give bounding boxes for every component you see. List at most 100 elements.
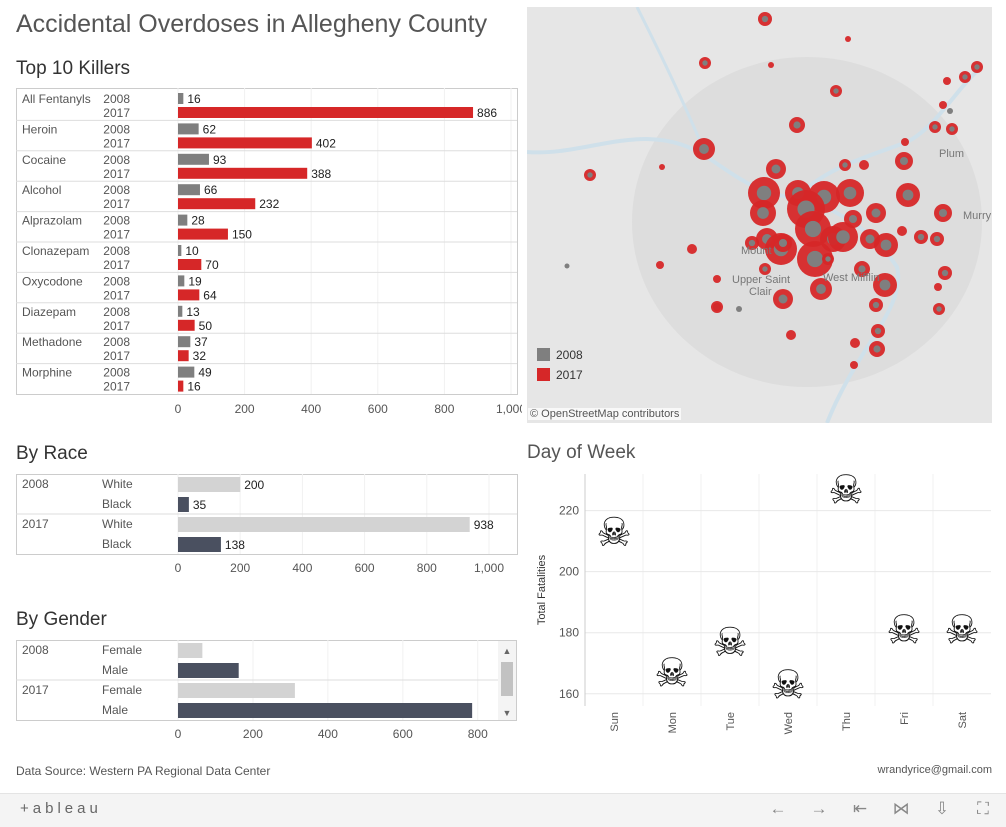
- top10-category-label: Cocaine: [22, 153, 66, 167]
- gender-row-label: Female: [102, 643, 142, 657]
- top10-year-label: 2017: [103, 349, 130, 363]
- map-point-2008: [936, 306, 942, 312]
- race-tick-label: 600: [355, 561, 375, 575]
- map-point-2008: [699, 144, 709, 154]
- gender-tick-label: 600: [393, 727, 413, 741]
- top10-year-label: 2017: [103, 136, 130, 150]
- top10-year-label: 2008: [103, 366, 130, 380]
- map-point-2008: [836, 230, 850, 244]
- top10-category-label: Morphine: [22, 366, 72, 380]
- top10-value-label: 70: [205, 258, 219, 272]
- map-point-2008: [756, 185, 772, 201]
- dow-skull-marker: ☠: [944, 609, 980, 653]
- scroll-down-icon: ▼: [503, 708, 512, 718]
- redo-icon[interactable]: →: [810, 799, 828, 818]
- top10-category-label: Methadone: [22, 335, 82, 349]
- map-point-2017: [897, 226, 907, 236]
- map-point-2017: [687, 244, 697, 254]
- top10-year-label: 2008: [103, 153, 130, 167]
- share-icon[interactable]: ⋈: [892, 799, 910, 818]
- race-value-label: 138: [225, 538, 245, 552]
- top10-value-label: 49: [198, 366, 212, 380]
- map-point-2017: [859, 160, 869, 170]
- tableau-logo[interactable]: +ableau: [20, 800, 102, 817]
- top10-value-label: 402: [316, 136, 336, 150]
- race-value-label: 200: [244, 478, 264, 492]
- top10-year-label: 2008: [103, 335, 130, 349]
- race-bar: [178, 517, 470, 532]
- map-point-2017: [656, 261, 664, 269]
- map-point-2008: [771, 164, 781, 174]
- top10-bar: [178, 228, 228, 240]
- map-legend-label: 2008: [556, 348, 583, 362]
- tableau-toolbar: +ableau ← → ⇤ ⋈ ⇩ ⛶: [0, 793, 1006, 827]
- top10-year-label: 2008: [103, 214, 130, 228]
- gender-row-label: Female: [102, 683, 142, 697]
- top10-tick-label: 200: [235, 402, 255, 416]
- fullscreen-icon[interactable]: ⛶: [977, 799, 989, 818]
- download-icon[interactable]: ⇩: [934, 799, 950, 818]
- map-point-2008: [858, 265, 866, 273]
- dow-tick-label: 220: [559, 504, 579, 518]
- top10-bar: [178, 214, 188, 226]
- top10-bar: [178, 107, 474, 118]
- dow-category-label: Wed: [783, 712, 795, 734]
- gender-tick-label: 0: [175, 727, 182, 741]
- dow-skull-marker: ☠: [828, 470, 864, 512]
- map-point-2017: [786, 330, 796, 340]
- race-value-label: 35: [193, 498, 207, 512]
- top10-bar: [178, 336, 191, 348]
- top10-value-label: 16: [187, 380, 201, 394]
- map-attribution[interactable]: © OpenStreetMap contributors: [528, 408, 682, 420]
- top10-year-label: 2017: [103, 228, 130, 242]
- map-point-2008: [962, 74, 968, 80]
- top10-value-label: 66: [204, 183, 218, 197]
- revert-icon[interactable]: ⇤: [852, 799, 868, 818]
- top10-year-label: 2008: [103, 305, 130, 319]
- race-bar: [178, 537, 221, 552]
- undo-icon[interactable]: ←: [769, 799, 787, 818]
- gender-scrollbar-thumb: [501, 662, 513, 696]
- map-point-2008: [938, 208, 948, 218]
- dow-ylabel: Total Fatalities: [536, 554, 548, 625]
- map-point-2017: [659, 164, 665, 170]
- dow-category-label: Sat: [957, 712, 969, 729]
- map-place-label: Upper Saint: [732, 274, 790, 286]
- dow-skull-marker: ☠: [770, 664, 806, 708]
- top10-category-label: Oxycodone: [22, 274, 83, 288]
- map-point-2017: [934, 283, 942, 291]
- top10-bar: [178, 198, 256, 210]
- race-tick-label: 1,000: [474, 561, 504, 575]
- map-point-2008: [804, 220, 822, 238]
- gender-chart: 0 200 400 600 800 2008 Female Male 2017 Female Mal…: [16, 640, 517, 741]
- map-point-2008: [762, 266, 768, 272]
- top10-year-label: 2017: [103, 380, 130, 394]
- dow-skull-marker: ☠: [712, 621, 748, 665]
- top10-year-label: 2008: [103, 183, 130, 197]
- map-river: [635, 7, 709, 158]
- map-point-2008: [880, 239, 892, 251]
- top10-chart: 0 200 400 600 800 1,000 All Fentanyls 2008 16 201…: [16, 88, 522, 416]
- map-point-2017: [850, 361, 858, 369]
- map-point-2008: [947, 108, 953, 114]
- top10-bar: [178, 305, 183, 317]
- dow-category-label: Fri: [899, 712, 911, 725]
- dow-category-label: Mon: [667, 712, 679, 733]
- top10-bar: [178, 93, 184, 104]
- map-point-2008: [833, 88, 839, 94]
- top10-bar: [178, 350, 189, 362]
- race-tick-label: 800: [417, 561, 437, 575]
- top10-year-label: 2008: [103, 92, 130, 106]
- map-place-label: Mount: [741, 245, 772, 257]
- top10-value-label: 37: [194, 335, 208, 349]
- dow-category-label: Tue: [725, 712, 737, 731]
- map-point-2017: [713, 275, 721, 283]
- map-legend-label: 2017: [556, 368, 583, 382]
- map-place-label: Clair: [749, 286, 772, 298]
- dow-skull-marker: ☠: [596, 511, 632, 555]
- top10-category-label: Alcohol: [22, 183, 61, 197]
- map-point-2008: [825, 256, 831, 262]
- map-point-2008: [848, 214, 858, 224]
- top10-value-label: 19: [188, 274, 202, 288]
